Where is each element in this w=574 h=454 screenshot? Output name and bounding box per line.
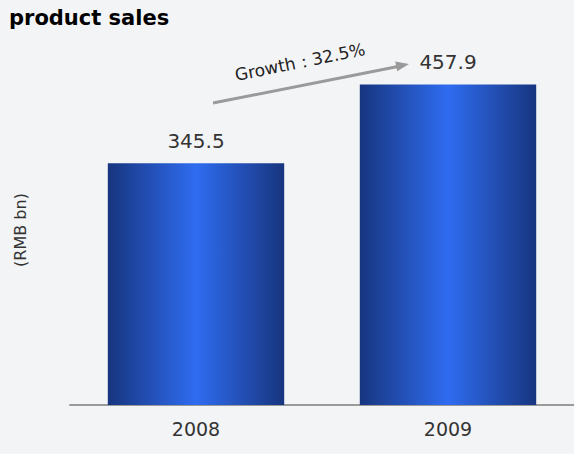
svg-text:345.5: 345.5 (167, 129, 224, 153)
svg-text:457.9: 457.9 (419, 50, 476, 74)
svg-text:2008: 2008 (172, 418, 220, 440)
svg-text:Growth：32.5%: Growth：32.5% (233, 39, 367, 85)
svg-text:product sales: product sales (9, 6, 169, 30)
svg-text:2009: 2009 (424, 418, 472, 440)
svg-text:(RMB bn): (RMB bn) (11, 193, 30, 267)
